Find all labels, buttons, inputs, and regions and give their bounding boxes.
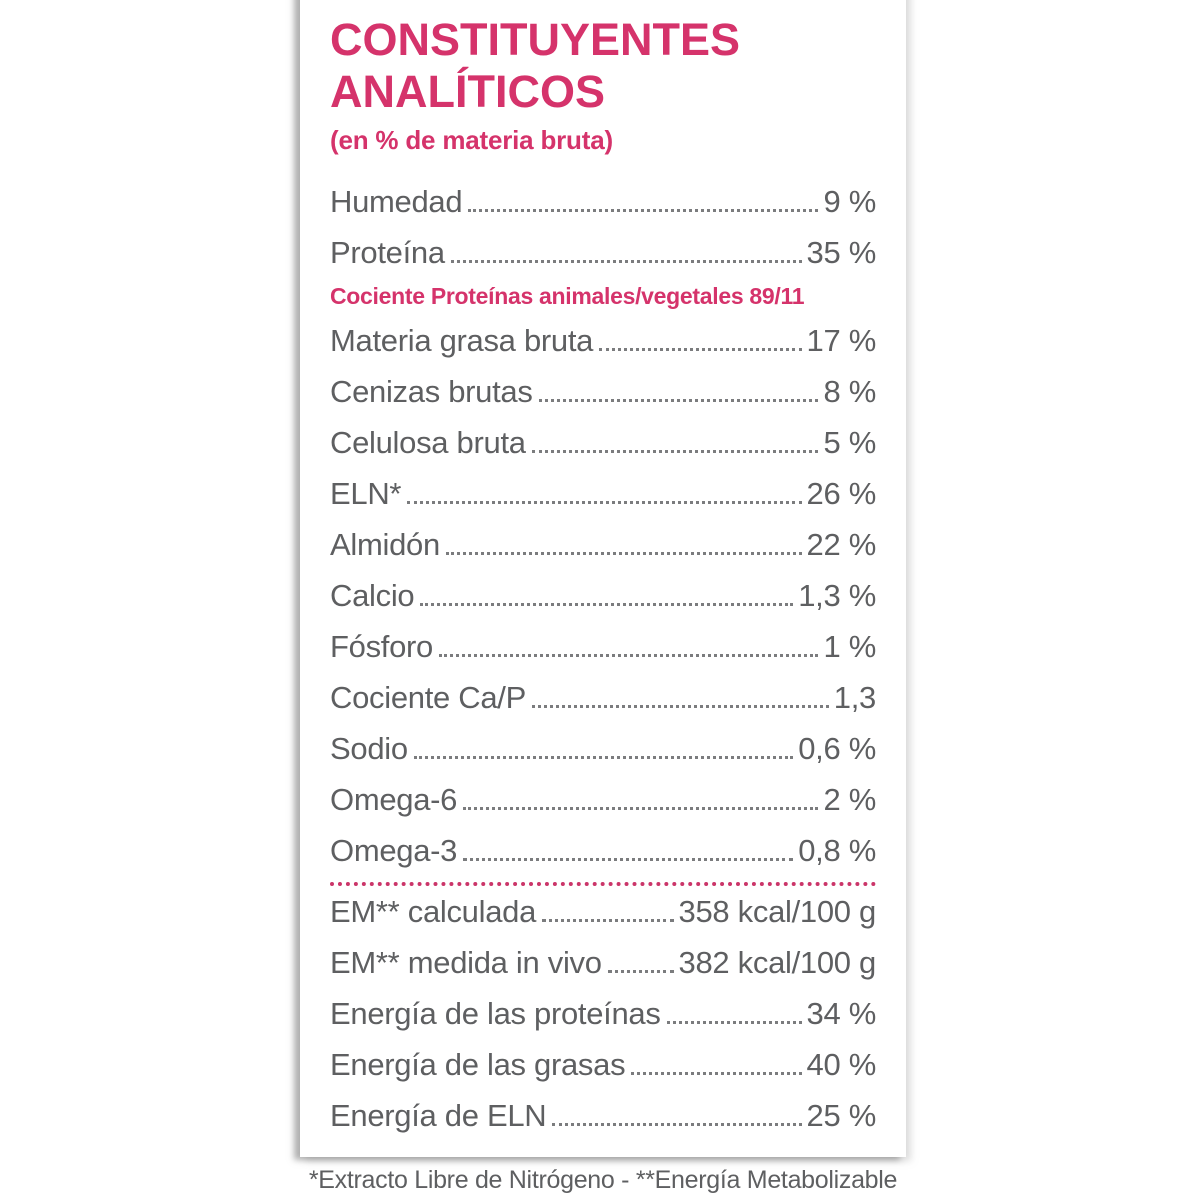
constituent-row: Cociente Ca/P 1,3 [330,672,876,723]
constituent-row: Almidón 22 % [330,519,876,570]
panel-subtitle: (en % de materia bruta) [330,125,613,155]
row-label: Omega-6 [330,782,458,817]
row-label: Celulosa bruta [330,425,526,460]
row-value: 9 % [823,184,876,219]
panel-title: CONSTITUYENTES ANALÍTICOS [330,14,876,118]
dotted-leader [631,1072,802,1075]
constituent-row: ELN* 26 % [330,468,876,519]
constituent-row: Celulosa bruta 5 % [330,417,876,468]
dotted-leader [607,970,674,973]
constituent-row: Cenizas brutas 8 % [330,366,876,417]
dotted-leader [450,260,802,263]
dotted-leader [413,756,794,759]
constituent-row: Omega-6 2 % [330,774,876,825]
dotted-leader [666,1021,802,1024]
analytical-constituents-panel: CONSTITUYENTES ANALÍTICOS (en % de mater… [300,0,906,1157]
protein-ratio-highlight: Cociente Proteínas animales/vegetales 89… [330,283,805,309]
constituent-row: EM** medida in vivo 382 kcal/100 g [330,937,876,988]
dotted-leader [531,705,829,708]
row-value: 1 % [823,629,876,664]
row-value: 5 % [823,425,876,460]
dotted-leader [439,654,819,657]
row-value: 22 % [806,527,877,562]
dotted-leader [445,552,802,555]
row-label: Almidón [330,527,440,562]
dotted-leader [463,858,794,861]
row-label: EM** calculada [330,894,537,929]
constituents-list: Humedad 9 % Proteína 35 % Cociente Prote… [330,176,876,1141]
title-line-2: ANALÍTICOS [330,66,605,117]
dotted-leader [420,603,794,606]
row-label: Proteína [330,235,445,270]
dotted-leader [552,1123,802,1126]
row-value: 358 kcal/100 g [678,894,877,929]
row-label: Cociente Ca/P [330,680,526,715]
energy-section-divider [330,880,876,886]
row-value: 35 % [806,235,877,270]
constituent-row: Energía de las proteínas 34 % [330,988,876,1039]
constituent-row: Proteína 35 % [330,227,876,278]
row-label: Calcio [330,578,415,613]
constituent-row: Sodio 0,6 % [330,723,876,774]
dotted-leader [531,450,819,453]
row-value: 34 % [806,996,877,1031]
constituent-row: Materia grasa bruta 17 % [330,315,876,366]
row-label: Materia grasa bruta [330,323,594,358]
row-label: Sodio [330,731,408,766]
row-label: Energía de las grasas [330,1047,626,1082]
row-value: 2 % [823,782,876,817]
constituent-row: Energía de ELN 25 % [330,1090,876,1141]
row-value: 40 % [806,1047,877,1082]
dotted-leader [463,807,819,810]
row-label: Cenizas brutas [330,374,533,409]
dotted-leader [468,209,819,212]
title-line-1: CONSTITUYENTES [330,14,741,65]
row-value: 17 % [806,323,877,358]
row-value: 382 kcal/100 g [678,945,877,980]
dotted-leader [599,348,802,351]
constituent-row: Humedad 9 % [330,176,876,227]
row-value: 0,8 % [798,833,876,868]
row-value: 1,3 % [798,578,876,613]
constituent-row: Energía de las grasas 40 % [330,1039,876,1090]
dotted-leader [538,399,819,402]
row-label: Humedad [330,184,463,219]
dotted-leader [407,501,802,504]
row-label: ELN* [330,476,402,511]
constituent-row: Fósforo 1 % [330,621,876,672]
row-value: 1,3 [833,680,877,715]
row-label: Omega-3 [330,833,458,868]
row-label: Energía de las proteínas [330,996,661,1031]
constituent-row: Omega-3 0,8 % [330,825,876,876]
row-value: 26 % [806,476,877,511]
row-value: 25 % [806,1098,877,1133]
row-value: 0,6 % [798,731,876,766]
row-label: EM** medida in vivo [330,945,602,980]
constituent-row: EM** calculada 358 kcal/100 g [330,886,876,937]
row-label: Energía de ELN [330,1098,547,1133]
row-value: 8 % [823,374,876,409]
footnote: *Extracto Libre de Nitrógeno - **Energía… [308,1166,898,1194]
dotted-leader [542,919,674,922]
constituent-row: Calcio 1,3 % [330,570,876,621]
row-label: Fósforo [330,629,433,664]
